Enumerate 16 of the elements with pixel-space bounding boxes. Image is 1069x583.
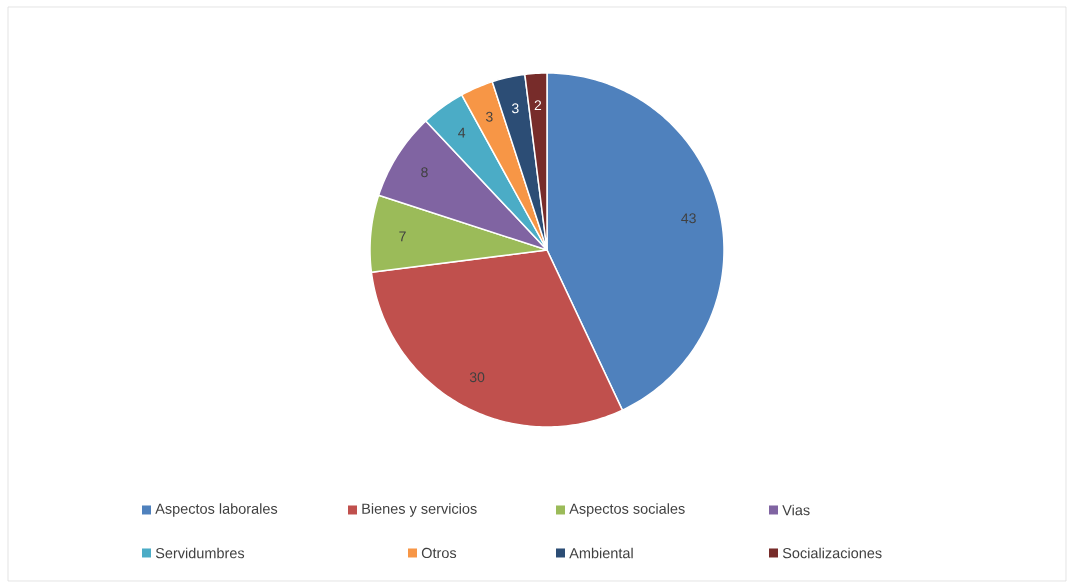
data-label: 30 <box>469 372 485 383</box>
data-label: 3 <box>511 103 519 114</box>
data-label: 2 <box>534 100 542 111</box>
legend-label: Servidumbres <box>155 547 245 559</box>
legend-label: Vias <box>782 504 810 516</box>
data-label: 4 <box>458 127 466 138</box>
data-label: 43 <box>681 213 696 224</box>
legend-label: Aspectos laborales <box>155 503 278 517</box>
legend-label: Aspectos sociales <box>569 503 685 517</box>
legend-label: Ambiental <box>569 547 633 559</box>
data-label: 3 <box>486 111 493 122</box>
legend-label: Socializaciones <box>782 547 882 559</box>
data-label: 8 <box>421 167 428 178</box>
data-label: 7 <box>399 231 406 242</box>
legend-label: Otros <box>421 547 457 559</box>
legend-label: Bienes y servicios <box>362 503 477 517</box>
